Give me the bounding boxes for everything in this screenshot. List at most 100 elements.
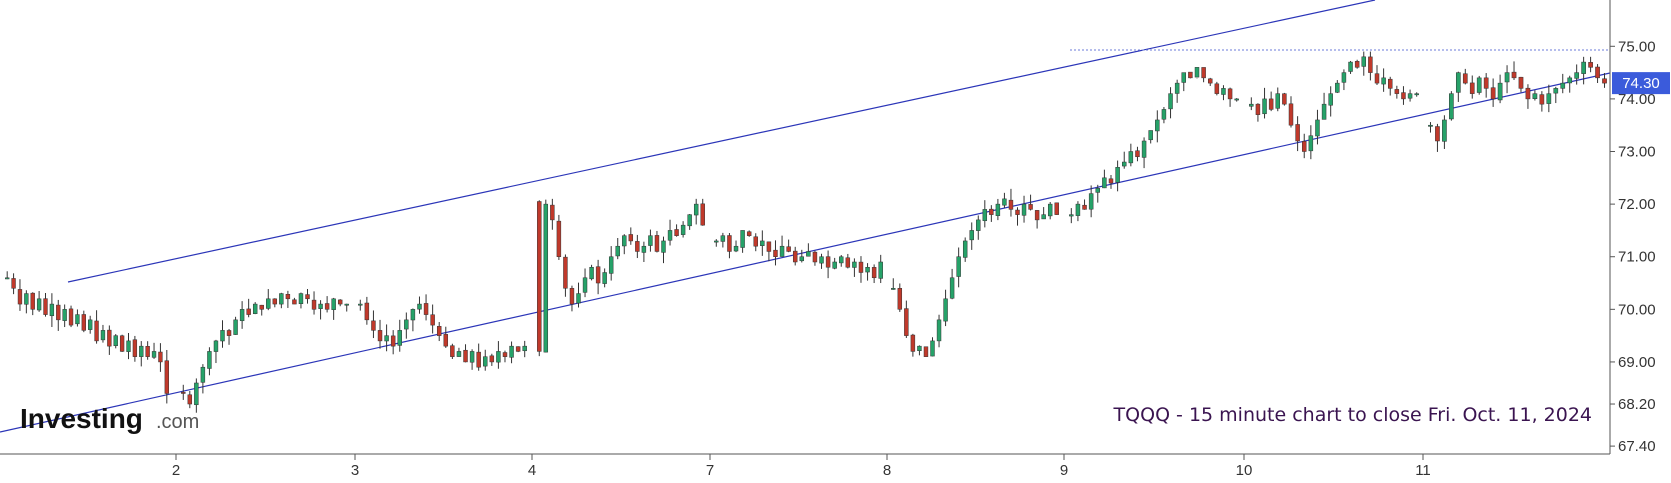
- candle[interactable]: [259, 304, 264, 316]
- candle[interactable]: [145, 341, 150, 360]
- candle[interactable]: [62, 304, 67, 328]
- candle[interactable]: [865, 263, 870, 281]
- candle[interactable]: [661, 236, 666, 264]
- candle[interactable]: [132, 335, 138, 362]
- candle[interactable]: [1560, 73, 1566, 94]
- candle[interactable]: [384, 324, 389, 352]
- candle[interactable]: [1574, 64, 1580, 85]
- candle[interactable]: [1476, 75, 1482, 95]
- candle[interactable]: [1088, 185, 1094, 218]
- candle[interactable]: [43, 293, 48, 317]
- candle[interactable]: [680, 221, 686, 238]
- candle[interactable]: [1321, 92, 1327, 120]
- candle[interactable]: [674, 224, 679, 237]
- candle[interactable]: [311, 291, 317, 315]
- candle[interactable]: [305, 289, 310, 304]
- candle[interactable]: [989, 205, 994, 222]
- candle[interactable]: [839, 255, 844, 267]
- candle[interactable]: [126, 333, 131, 360]
- candle[interactable]: [943, 289, 948, 327]
- candle[interactable]: [602, 268, 607, 288]
- candle[interactable]: [476, 343, 481, 371]
- candle[interactable]: [1002, 192, 1007, 208]
- candle[interactable]: [266, 289, 271, 311]
- candle[interactable]: [1069, 208, 1074, 224]
- candle[interactable]: [537, 200, 542, 357]
- candle[interactable]: [1588, 56, 1593, 73]
- candle[interactable]: [233, 316, 238, 335]
- candle[interactable]: [292, 297, 297, 305]
- candle[interactable]: [1462, 68, 1468, 85]
- candle[interactable]: [1015, 207, 1020, 226]
- candle[interactable]: [358, 299, 363, 311]
- candle[interactable]: [298, 292, 304, 309]
- candle[interactable]: [1394, 85, 1400, 99]
- candle[interactable]: [1328, 86, 1333, 117]
- candle[interactable]: [1581, 56, 1586, 85]
- candle[interactable]: [799, 249, 805, 263]
- candle[interactable]: [976, 215, 981, 240]
- candle[interactable]: [1387, 76, 1393, 96]
- candle[interactable]: [923, 346, 929, 357]
- candle[interactable]: [930, 337, 935, 357]
- candle[interactable]: [1161, 107, 1167, 124]
- candle[interactable]: [56, 299, 61, 331]
- candle[interactable]: [1354, 59, 1360, 69]
- candle[interactable]: [608, 246, 614, 281]
- candle[interactable]: [1483, 73, 1489, 98]
- candle[interactable]: [151, 342, 157, 359]
- candle[interactable]: [641, 241, 647, 263]
- candle[interactable]: [489, 353, 495, 366]
- candle[interactable]: [635, 234, 640, 259]
- candle[interactable]: [897, 283, 903, 312]
- candle[interactable]: [158, 343, 163, 372]
- candle[interactable]: [1401, 86, 1406, 105]
- candle[interactable]: [272, 298, 278, 308]
- candle[interactable]: [1201, 67, 1206, 83]
- candle[interactable]: [543, 199, 549, 353]
- candle[interactable]: [119, 334, 125, 352]
- candle[interactable]: [779, 235, 785, 257]
- candle[interactable]: [11, 273, 16, 295]
- candle[interactable]: [1595, 64, 1600, 84]
- candle[interactable]: [1428, 122, 1433, 133]
- candle[interactable]: [246, 298, 251, 318]
- candle[interactable]: [1414, 92, 1419, 97]
- candle[interactable]: [720, 232, 726, 248]
- candle[interactable]: [1054, 202, 1059, 215]
- candle[interactable]: [1255, 103, 1261, 122]
- candle[interactable]: [1115, 160, 1120, 192]
- candle[interactable]: [786, 239, 791, 253]
- candle[interactable]: [1047, 202, 1053, 220]
- candle[interactable]: [1602, 73, 1607, 88]
- candle[interactable]: [522, 340, 527, 358]
- candle[interactable]: [1442, 115, 1447, 149]
- candle[interactable]: [200, 364, 206, 394]
- candle[interactable]: [443, 326, 449, 348]
- candle[interactable]: [377, 319, 383, 349]
- candle[interactable]: [17, 279, 23, 311]
- candle[interactable]: [740, 230, 745, 253]
- candle[interactable]: [1082, 199, 1087, 210]
- candle[interactable]: [1075, 201, 1081, 222]
- candle[interactable]: [1288, 96, 1294, 128]
- candle[interactable]: [1435, 123, 1440, 152]
- candle[interactable]: [515, 346, 521, 353]
- candle[interactable]: [1008, 188, 1014, 217]
- candle[interactable]: [891, 278, 896, 290]
- candle[interactable]: [279, 292, 284, 309]
- candle[interactable]: [1374, 65, 1380, 85]
- candle[interactable]: [832, 257, 837, 270]
- candle[interactable]: [1469, 75, 1475, 99]
- candle[interactable]: [969, 222, 974, 250]
- candle[interactable]: [1135, 146, 1140, 162]
- candle[interactable]: [1221, 85, 1226, 101]
- candle[interactable]: [812, 250, 818, 266]
- candle[interactable]: [852, 258, 857, 277]
- candle[interactable]: [1227, 87, 1233, 107]
- candle[interactable]: [1275, 87, 1281, 112]
- candle[interactable]: [648, 229, 653, 252]
- candle[interactable]: [1141, 137, 1147, 169]
- candle[interactable]: [819, 253, 824, 269]
